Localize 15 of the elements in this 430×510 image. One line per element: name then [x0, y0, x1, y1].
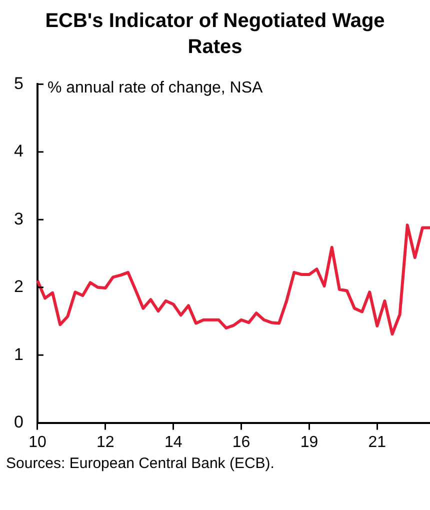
- x-tick-label: 16: [232, 434, 250, 451]
- y-tick-label: 4: [14, 142, 24, 161]
- y-tick-label: 3: [14, 209, 24, 228]
- x-tick-label: 21: [368, 434, 386, 451]
- x-tick-label: 19: [300, 434, 318, 451]
- y-tick-label: 2: [14, 277, 24, 296]
- x-tick-label: 10: [28, 434, 46, 451]
- x-tick-label: 14: [164, 434, 182, 451]
- y-axis-title: % annual rate of change, NSA: [47, 80, 264, 97]
- source-note: Sources: European Central Bank (ECB).: [5, 455, 276, 473]
- y-tick-label: 5: [14, 74, 24, 93]
- y-tick-label: 1: [14, 344, 24, 364]
- chart-title: ECB's Indicator of Negotiated Wage Rates: [44, 9, 386, 60]
- y-tick-label: 0: [14, 412, 24, 432]
- x-tick-label: 12: [96, 434, 114, 451]
